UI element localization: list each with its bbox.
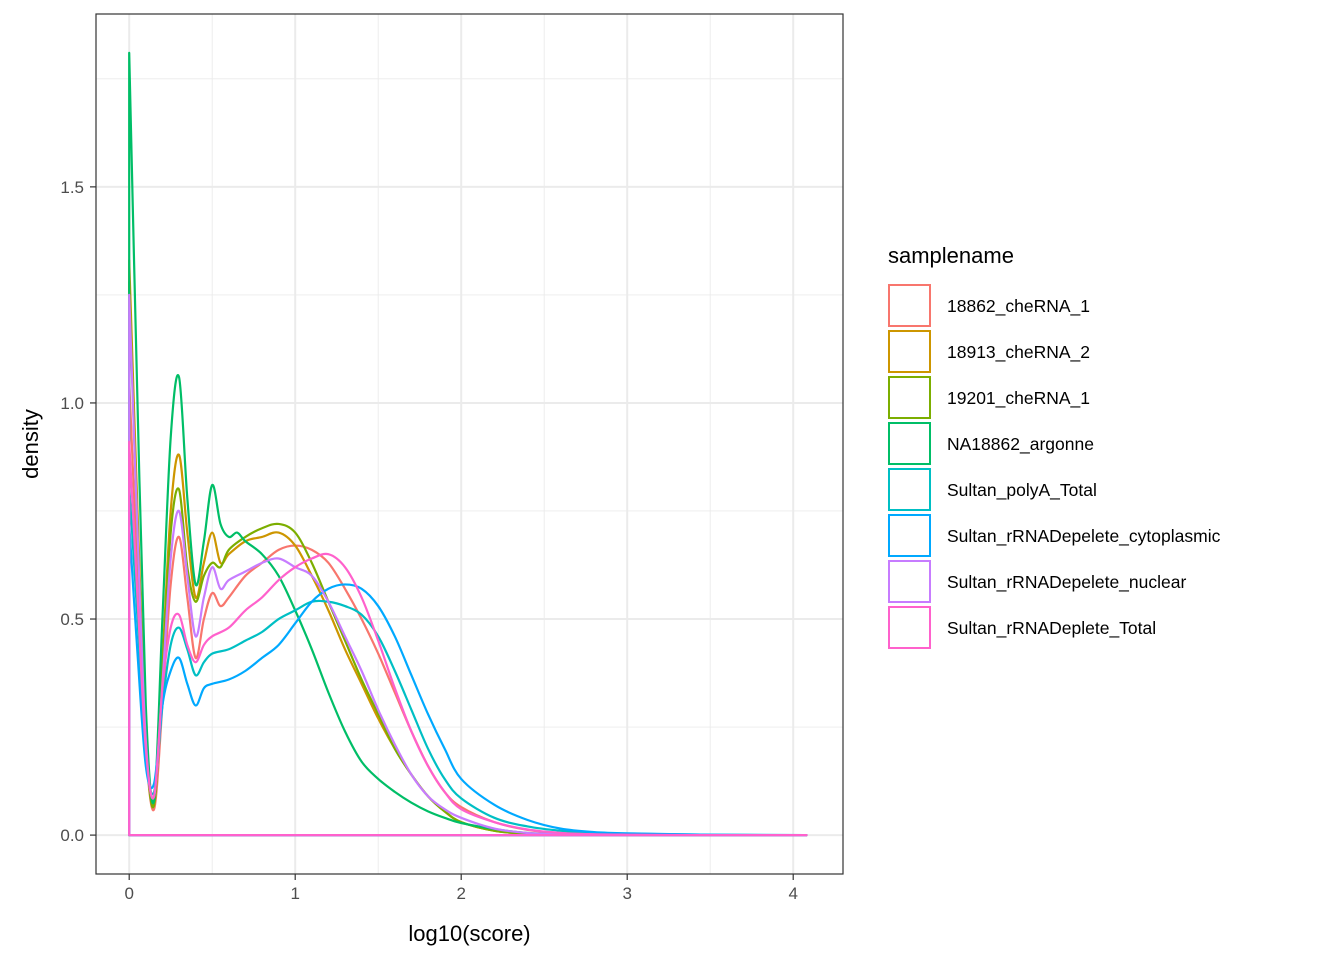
x-tick-label: 0 (124, 884, 133, 903)
x-axis-title: log10(score) (408, 921, 530, 946)
legend-key-3 (888, 376, 931, 419)
legend-key-6 (888, 514, 931, 557)
series-lines (128, 51, 808, 837)
legend-key-7 (888, 560, 931, 603)
legend-label-3: 19201_cheRNA_1 (947, 388, 1090, 409)
legend-key-4 (888, 422, 931, 465)
y-tick-label: 0.0 (60, 826, 84, 845)
x-tick-label: 2 (456, 884, 465, 903)
legend-key-1 (888, 284, 931, 327)
y-tick-label: 0.5 (60, 610, 84, 629)
legend-label-1: 18862_cheRNA_1 (947, 296, 1090, 317)
axes: 0 1 2 3 4 0.0 0.5 1.0 1.5 (60, 178, 798, 903)
legend-title: samplename (888, 243, 1014, 268)
legend-label-7: Sultan_rRNADepelete_nuclear (947, 572, 1186, 593)
y-tick-label: 1.5 (60, 178, 84, 197)
y-axis-title: density (18, 409, 43, 479)
series-line-5 (128, 483, 808, 837)
series-line-8 (128, 440, 808, 837)
plot-background (96, 14, 843, 874)
legend-label-5: Sultan_polyA_Total (947, 480, 1097, 501)
legend-key-8 (888, 606, 931, 649)
legend: 18862_cheRNA_1 18913_cheRNA_2 19201_cheRNA… (888, 284, 1221, 649)
y-tick-label: 1.0 (60, 394, 84, 413)
legend-label-4: NA18862_argonne (947, 434, 1094, 455)
x-tick-label: 4 (788, 884, 797, 903)
x-tick-label: 3 (622, 884, 631, 903)
legend-key-2 (888, 330, 931, 373)
legend-label-2: 18913_cheRNA_2 (947, 342, 1090, 363)
series-line-6 (128, 522, 808, 837)
x-tick-label: 1 (290, 884, 299, 903)
plot-border (95, 13, 844, 875)
legend-label-6: Sultan_rRNADepelete_cytoplasmic (947, 526, 1221, 547)
legend-key-5 (888, 468, 931, 511)
legend-label-8: Sultan_rRNADeplete_Total (947, 618, 1156, 639)
